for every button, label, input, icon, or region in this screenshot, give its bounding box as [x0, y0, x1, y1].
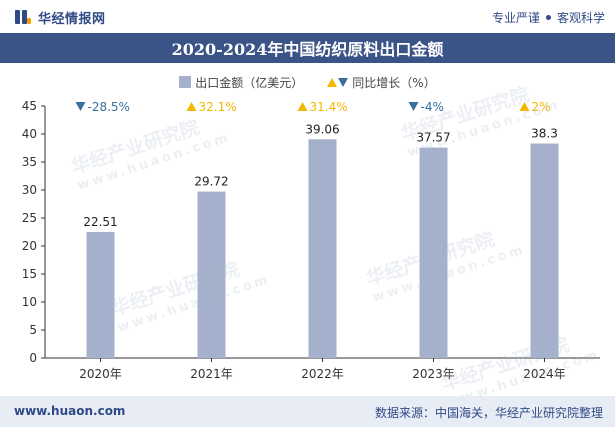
y-tick-label: 5 — [29, 323, 37, 337]
bar-chart: 0 5 10 15 20 25 30 35 40 45 22.51 2020年 -28.5% 29.72 2… — [22, 99, 600, 381]
chart-title: 2020-2024年中国纺织原料出口金额 — [171, 40, 444, 59]
y-tick-label: 35 — [22, 155, 37, 169]
x-tick-label: 2020年 — [79, 367, 122, 381]
y-tick-label: 10 — [22, 295, 37, 309]
growth-label: 32.1% — [199, 100, 237, 114]
chart-legend: 出口金额（亿美元） 同比增长（%） — [0, 71, 615, 93]
x-tick-label: 2023年 — [412, 367, 455, 381]
x-tick-label: 2024年 — [523, 367, 566, 381]
y-tick-label: 45 — [22, 99, 37, 113]
growth-up-icon — [519, 102, 530, 111]
data-source: 数据来源：中国海关，华经产业研究院整理 — [374, 406, 603, 420]
site-name: 华经情报网 — [38, 11, 106, 27]
bullet-icon — [545, 15, 551, 20]
header: 华经情报网 专业严谨 客观科学 — [0, 0, 615, 33]
triangle-up-icon — [327, 77, 338, 87]
tagline: 专业严谨 客观科学 — [492, 9, 605, 26]
legend-label-growth: 同比增长（%） — [352, 75, 436, 90]
y-tick-label: 30 — [22, 183, 37, 197]
chart-title-bar: 2020-2024年中国纺织原料出口金额 — [0, 33, 615, 63]
brand[interactable]: 华经情报网 — [14, 7, 106, 27]
bar — [197, 191, 226, 358]
y-tick-label: 25 — [22, 211, 37, 225]
bar-value-label: 39.06 — [305, 122, 339, 136]
bar — [530, 143, 559, 358]
footer: www.huaon.com 数据来源：中国海关，华经产业研究院整理 — [0, 396, 615, 427]
legend-label-export: 出口金额（亿美元） — [195, 75, 304, 90]
growth-up-icon — [186, 102, 197, 111]
bar — [308, 139, 337, 358]
y-tick-label: 40 — [22, 127, 37, 141]
legend-item-export[interactable]: 出口金额（亿美元） — [179, 74, 303, 91]
bar-value-label: 38.3 — [531, 127, 558, 141]
y-tick-label: 20 — [22, 239, 37, 253]
bar-value-label: 37.57 — [416, 131, 450, 145]
bar-value-label: 22.51 — [83, 215, 117, 229]
tagline-right: 客观科学 — [556, 11, 605, 25]
triangle-down-icon — [338, 77, 349, 87]
growth-down-icon — [408, 102, 419, 111]
x-tick-label: 2021年 — [190, 367, 233, 381]
bar — [86, 231, 115, 358]
growth-label: 2% — [532, 100, 551, 114]
logo-icon — [14, 9, 32, 25]
growth-label: -4% — [421, 100, 444, 114]
growth-label: 31.4% — [310, 100, 348, 114]
bar — [419, 147, 448, 358]
tagline-left: 专业严谨 — [491, 11, 540, 25]
bar-value-label: 29.72 — [194, 175, 228, 189]
growth-down-icon — [75, 102, 86, 111]
growth-up-icon — [297, 102, 308, 111]
growth-label: -28.5% — [88, 100, 130, 114]
legend-swatch-bar-icon — [179, 76, 192, 88]
y-tick-label: 0 — [29, 351, 37, 365]
footer-url[interactable]: www.huaon.com — [14, 404, 126, 418]
y-tick-label: 15 — [22, 267, 37, 281]
x-tick-label: 2022年 — [301, 367, 344, 381]
legend-item-growth[interactable]: 同比增长（%） — [327, 74, 436, 91]
